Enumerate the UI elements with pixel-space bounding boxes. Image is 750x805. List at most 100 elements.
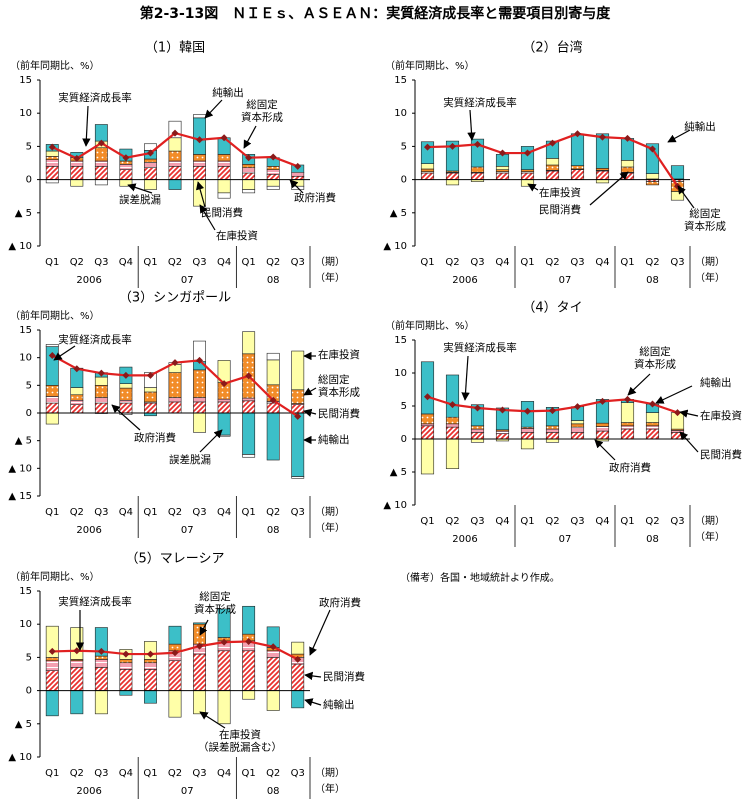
bar-segment [570, 426, 585, 433]
annotation-arrow [527, 183, 539, 192]
bar-segment [595, 426, 610, 432]
bar-segment [242, 167, 256, 174]
growth-marker [245, 154, 253, 162]
bar-segment [144, 158, 157, 163]
bar-segment [545, 170, 560, 180]
annotation-arrow [679, 409, 699, 418]
growth-marker [97, 369, 105, 377]
annotation-arrow [303, 408, 317, 417]
y-tick-label: ▲ 5 [390, 467, 407, 478]
annotation: 民間消費 [201, 206, 243, 219]
annotation-arrow [243, 125, 257, 149]
bar-segment [217, 434, 231, 437]
y-tick-label: 15 [394, 75, 407, 86]
annotation-arrow [199, 619, 209, 636]
bar-segment [445, 423, 460, 428]
y-tick-label: ▲ 5 [15, 436, 32, 447]
bar-segment [144, 669, 157, 691]
growth-marker [97, 139, 105, 147]
bar-segment [445, 426, 460, 440]
bar-segment [645, 412, 660, 423]
bar-segment [595, 430, 610, 440]
growth-marker [245, 637, 253, 645]
year-label: 07 [181, 525, 194, 536]
annotation: 総固定資本形成 [194, 590, 236, 616]
x-tick-label: Q1 [520, 257, 534, 268]
annotation-arrow [594, 439, 616, 461]
bar-segment [119, 659, 133, 664]
y-tick-label: 0 [401, 434, 407, 445]
growth-marker [146, 149, 154, 157]
bar-segment [470, 432, 485, 440]
bar-segment [217, 690, 231, 725]
x-tick-label: Q1 [420, 516, 434, 527]
year-label: 08 [646, 534, 659, 545]
y-tick-label: ▲ 5 [15, 719, 32, 730]
x-tick-label: Q2 [70, 257, 84, 268]
bar-segment [291, 412, 305, 477]
annotation: 純輸出 [323, 698, 355, 711]
x-tick-label: Q3 [94, 507, 108, 518]
bar-segment [168, 166, 182, 180]
annotation: 純輸出 [318, 433, 350, 446]
bar-segment [291, 690, 305, 709]
y-tick-label: 0 [26, 175, 32, 186]
growth-marker [624, 395, 631, 403]
bar-segment [266, 179, 280, 187]
bar-segment [242, 397, 256, 402]
bar-segment [94, 655, 108, 660]
x-tick-label: Q2 [645, 516, 659, 527]
bar-segment [94, 397, 108, 404]
annotation: 民間消費 [323, 670, 365, 683]
year-label: 07 [181, 275, 194, 286]
bar-segment [570, 133, 585, 166]
growth-marker [294, 655, 302, 663]
annotation-arrow [53, 345, 76, 361]
bar-segment [217, 160, 231, 167]
annotation: 総固定資本形成 [684, 207, 726, 233]
x-tick-label: Q1 [242, 257, 256, 268]
bar-segment [217, 192, 231, 199]
growth-marker [73, 365, 81, 373]
x-unit: （期） [695, 256, 725, 268]
y-tick-label: 15 [394, 335, 407, 346]
bar-segment [193, 166, 206, 180]
bar-segment [470, 166, 485, 173]
y-axis-label: （前年同期比、%） [385, 319, 475, 332]
annotation: 民間消費 [318, 407, 360, 420]
bar-segment [495, 172, 510, 180]
year-unit: （年） [315, 521, 345, 534]
y-tick-label: 10 [19, 353, 32, 364]
annotation: 実質経済成長率 [58, 91, 132, 104]
annotation-arrow [289, 179, 304, 194]
bar-segment [570, 423, 585, 428]
annotation: 在庫投資 [539, 186, 581, 199]
bar-segment [645, 173, 660, 180]
bar-segment [45, 402, 59, 414]
annotation-arrow [309, 609, 331, 656]
annotation-arrow [467, 109, 476, 141]
x-tick-label: Q3 [94, 257, 108, 268]
chart-title: （2）台湾 [522, 40, 582, 56]
annotation-arrow [204, 99, 223, 119]
growth-marker [196, 356, 204, 364]
bar-segment [193, 369, 206, 398]
x-tick-label: Q3 [570, 516, 584, 527]
bar-segment [595, 422, 610, 427]
growth-marker [97, 647, 105, 655]
growth-marker [549, 139, 556, 147]
annotation: 実質経済成長率 [58, 333, 132, 346]
bar-segment [242, 400, 256, 414]
bar-segment [144, 387, 157, 393]
annotation: 純輸出 [700, 376, 732, 389]
x-tick-label: Q2 [70, 507, 84, 518]
bar-segment [545, 428, 560, 433]
growth-marker [269, 153, 277, 161]
bar-segment [45, 344, 59, 347]
year-unit: （年） [315, 782, 345, 795]
bar-segment [119, 662, 133, 670]
bar-segment [645, 181, 660, 186]
year-label: 07 [559, 534, 572, 545]
bar-segment [445, 140, 460, 172]
growth-marker [122, 650, 130, 658]
